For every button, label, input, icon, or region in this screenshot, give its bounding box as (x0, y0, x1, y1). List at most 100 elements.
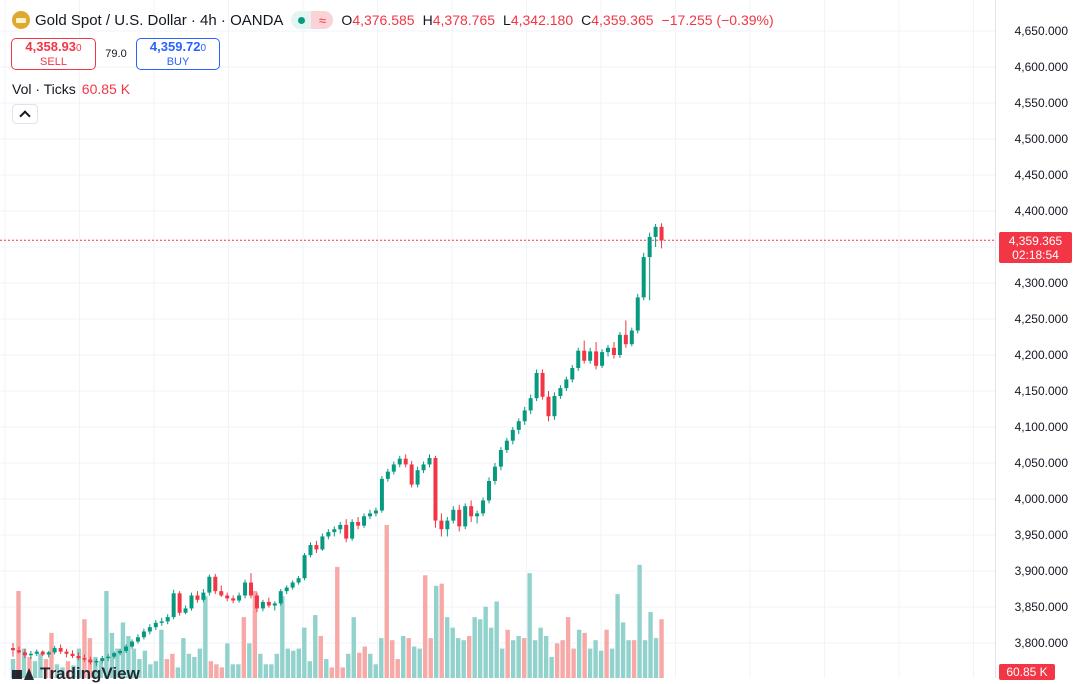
candle-body (368, 513, 372, 517)
volume-bar (598, 650, 604, 678)
candle-body (16, 650, 21, 653)
volume-bar (247, 643, 252, 678)
volume-bar (296, 648, 302, 678)
buy-button[interactable]: 4,359.720 BUY (136, 38, 220, 70)
volume-bar (126, 636, 131, 678)
candle-body (64, 651, 69, 654)
volume-bar (313, 615, 318, 678)
candle-body (504, 440, 509, 451)
candle-body (112, 653, 117, 657)
candle-body (46, 652, 51, 655)
volume-bar (186, 653, 192, 678)
candle-body (397, 458, 402, 465)
volume-bar (450, 627, 455, 678)
volume-bar (329, 667, 334, 678)
candle-body (177, 593, 182, 613)
candle-body (52, 648, 57, 653)
price-tick-label: 4,050.000 (1015, 456, 1069, 470)
volume-bar (417, 648, 422, 678)
volume-bar (626, 640, 631, 678)
volume-value: 60.85 K (81, 81, 131, 97)
candle-body (130, 641, 134, 647)
candle-body (516, 421, 521, 430)
sell-button[interactable]: 4,358.930 SELL (11, 38, 96, 70)
candle-body (326, 532, 331, 537)
candle-body (284, 587, 289, 592)
candle-body (350, 522, 355, 539)
buy-price: 4,359.720 (150, 39, 206, 56)
candle-body (22, 652, 27, 656)
price-tick-label: 4,000.000 (1015, 492, 1069, 506)
volume-bar (170, 653, 175, 678)
volume-title: Vol · Ticks (12, 81, 76, 97)
candle-body (576, 350, 581, 368)
candle-body (391, 464, 396, 472)
volume-bar (93, 656, 98, 678)
volume-bar (131, 648, 137, 678)
candle-body (540, 373, 545, 397)
volume-bar (263, 664, 269, 678)
volume-bar (60, 667, 65, 678)
volume-bar (406, 638, 411, 678)
volume-bar (494, 601, 499, 678)
volume-bar (274, 653, 280, 678)
wave-icon: ≈ (311, 11, 334, 29)
price-tick-label: 4,650.000 (1015, 24, 1069, 38)
candle-body (600, 352, 605, 366)
price-tick-label: 3,800.000 (1015, 636, 1069, 650)
volume-bar (560, 640, 565, 678)
volume-bar (302, 627, 307, 678)
candle-body (445, 520, 450, 530)
volume-bar (159, 629, 164, 678)
collapse-legend-button[interactable] (12, 104, 38, 124)
volume-bar (477, 619, 483, 678)
volume-bar (98, 661, 104, 678)
candle-body (308, 545, 313, 556)
price-tick-label: 4,200.000 (1015, 348, 1069, 362)
volume-bar (153, 661, 159, 678)
candle-body (629, 330, 634, 345)
candle-body (403, 458, 408, 465)
volume-bar (214, 664, 219, 678)
volume-legend[interactable]: Vol · Ticks 60.85 K (12, 81, 130, 97)
volume-bar (142, 650, 148, 678)
bar-countdown: 02:18:54 (1012, 247, 1059, 262)
volume-bar (197, 648, 203, 678)
volume-bar (340, 667, 345, 678)
volume-bar (543, 636, 549, 678)
price-tick-label: 3,950.000 (1015, 528, 1069, 542)
candle-body (653, 226, 658, 237)
volume-bar (181, 638, 186, 678)
candle-body (528, 398, 533, 411)
candle-body (314, 545, 319, 550)
candle-body (522, 410, 527, 422)
volume-bar (164, 659, 170, 678)
candle-body (82, 658, 87, 660)
volume-bar (615, 594, 620, 678)
symbol-title[interactable]: Gold Spot / U.S. Dollar · 4h · OANDA (35, 11, 284, 29)
trading-panel: 4,358.930 SELL 79.0 4,359.720 BUY (11, 38, 220, 70)
price-tick-label: 4,400.000 (1015, 204, 1069, 218)
volume-bar (538, 627, 543, 678)
volume-bar (642, 640, 648, 678)
open-label: O (341, 12, 353, 28)
volume-bar (637, 564, 642, 678)
candle-body (546, 396, 551, 417)
price-axis[interactable]: 4,650.000 4,600.000 4,550.000 4,500.000 4,45… (1015, 24, 1069, 650)
volume-bar (203, 596, 208, 678)
volume-bar (412, 646, 417, 678)
candle-body (534, 373, 539, 399)
volume-bar (505, 629, 510, 678)
low-label: L (503, 12, 511, 28)
candle-body (189, 595, 194, 609)
market-status[interactable]: ≈ (291, 11, 334, 29)
candlesticks (11, 223, 664, 667)
volume-bar (516, 636, 521, 678)
volume-bar (192, 656, 197, 678)
volume-bar (379, 638, 384, 678)
volume-bar (104, 590, 109, 678)
candle-body (213, 576, 218, 592)
volume-bar (76, 648, 82, 678)
candle-body (588, 351, 593, 361)
